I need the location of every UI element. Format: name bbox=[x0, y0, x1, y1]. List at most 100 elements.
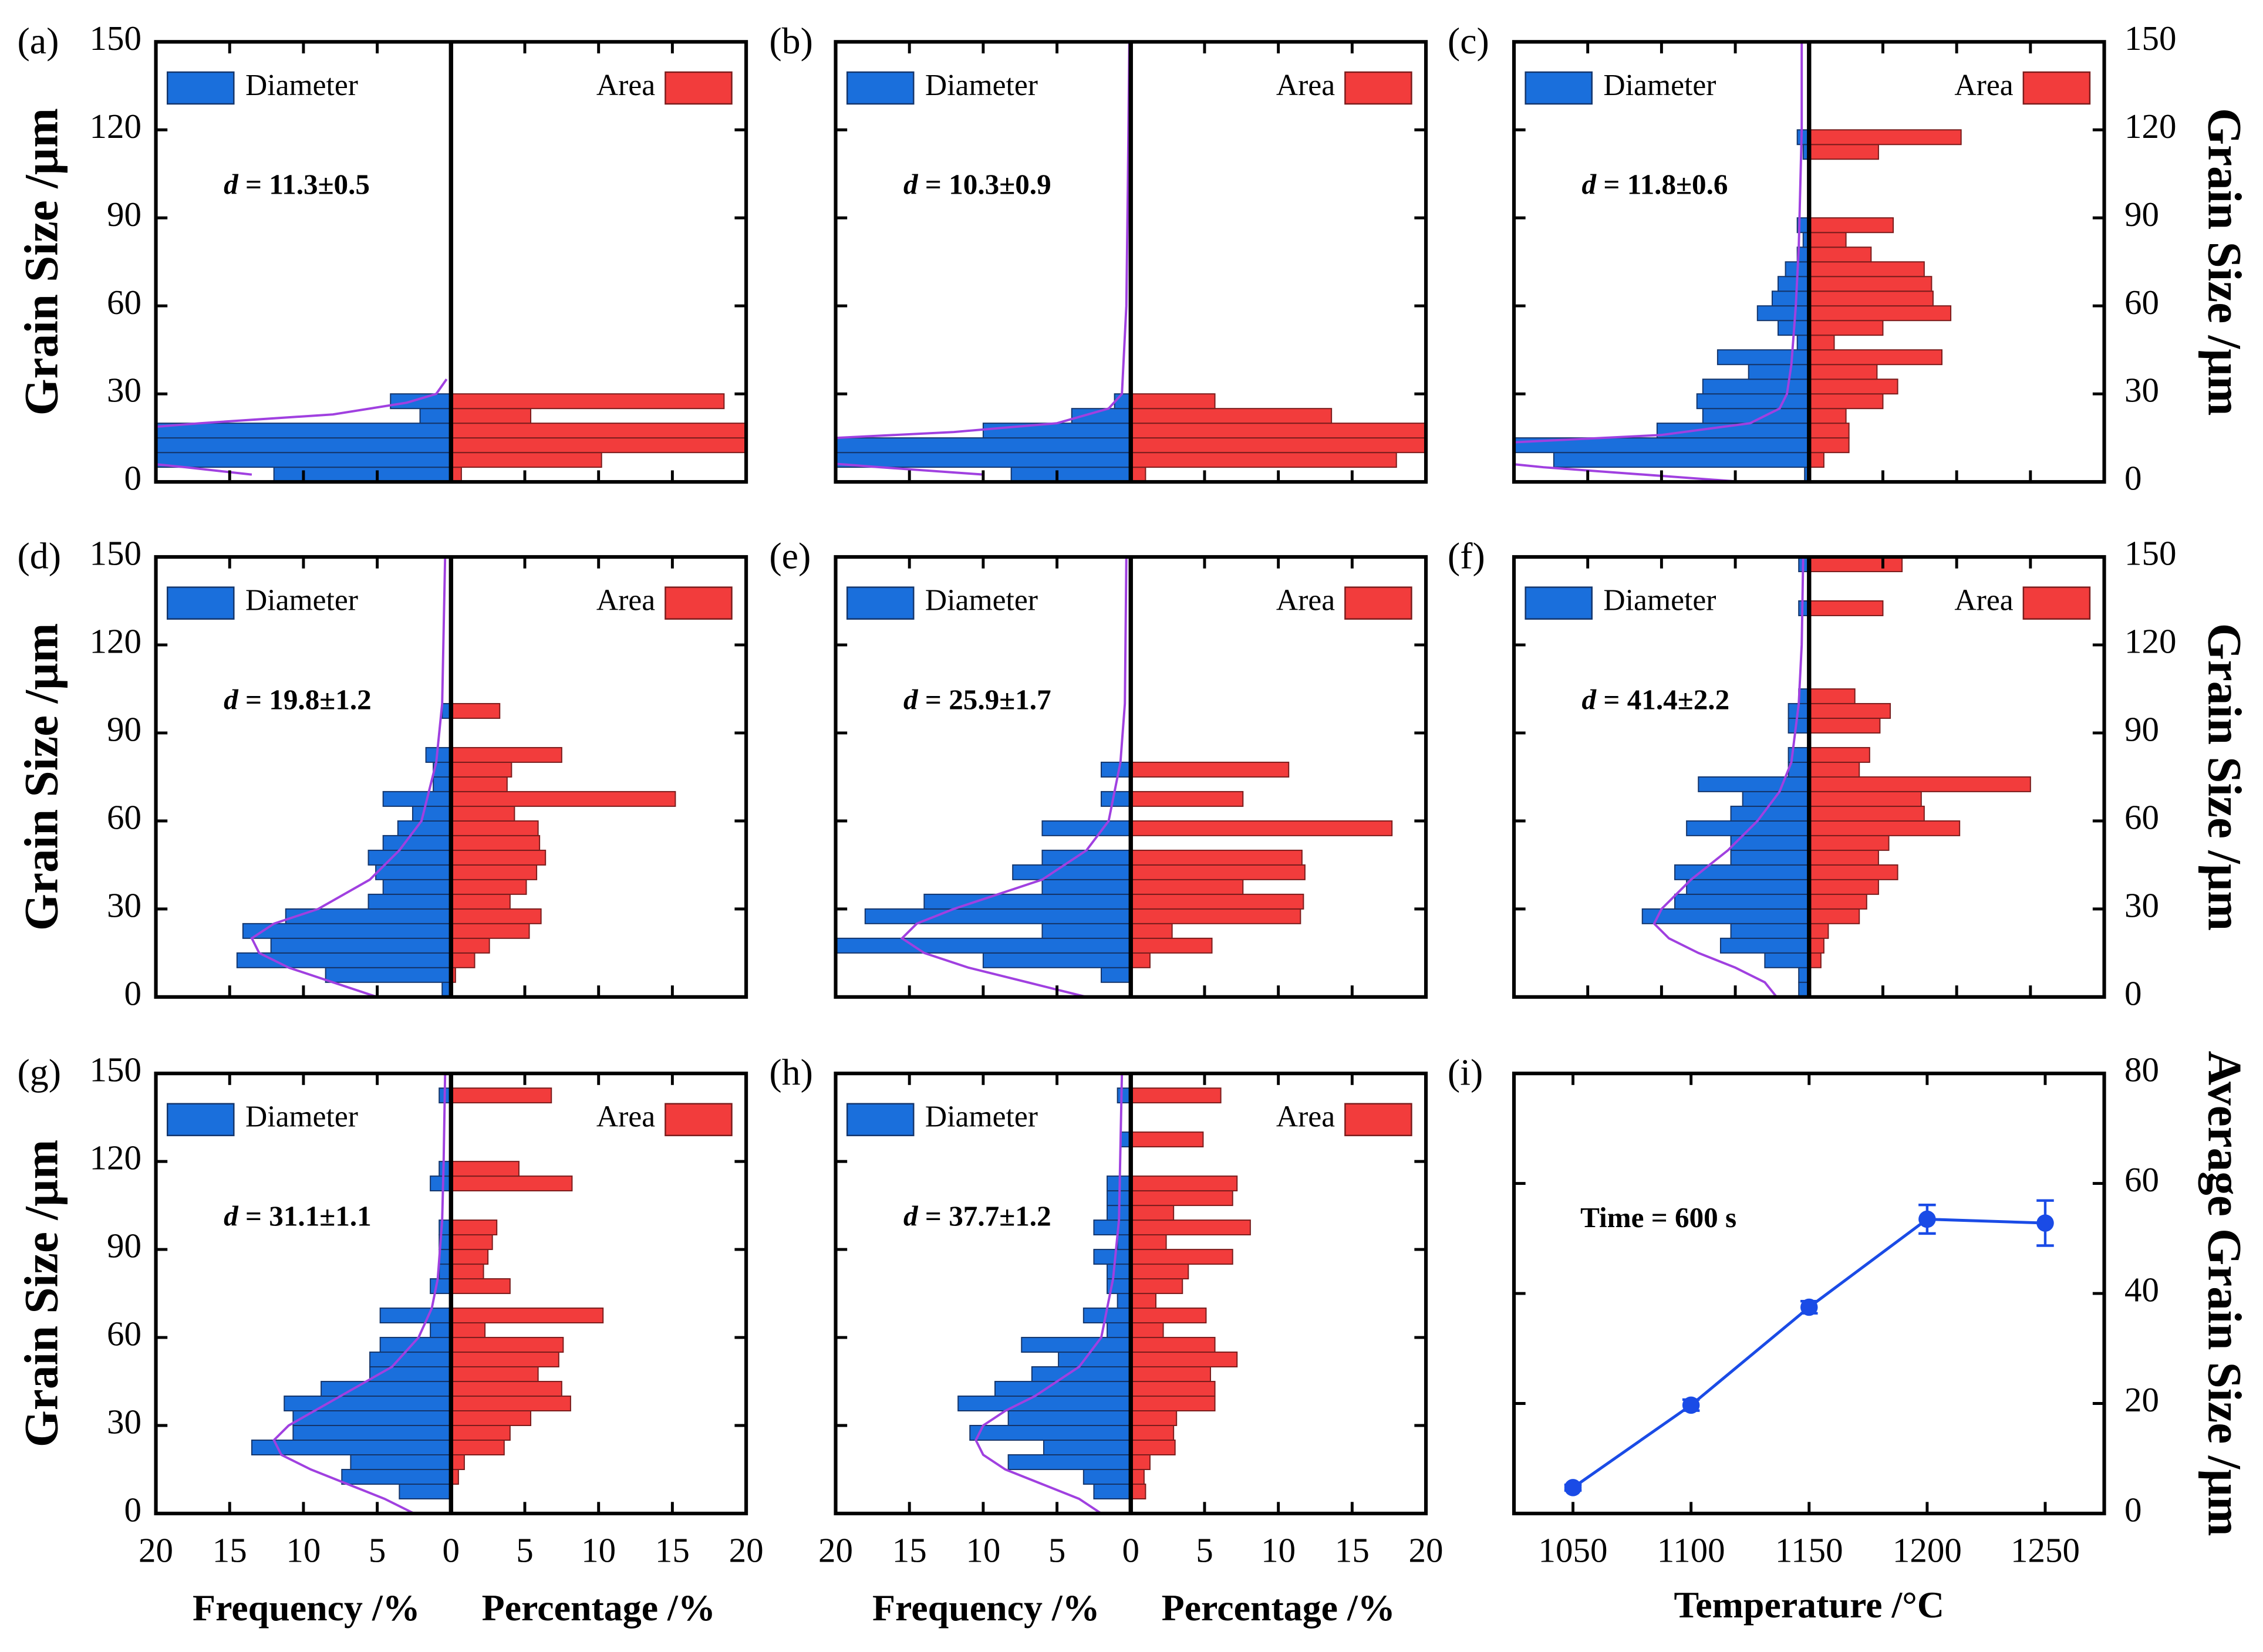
bar bbox=[1041, 879, 1132, 895]
bar bbox=[450, 437, 747, 454]
bar bbox=[1130, 1410, 1178, 1426]
bar bbox=[450, 849, 547, 866]
legend-swatch bbox=[1344, 586, 1412, 620]
bar bbox=[1130, 864, 1306, 880]
y-tick-label: 80 bbox=[2124, 1050, 2159, 1089]
bar bbox=[1808, 437, 1850, 454]
x-tick-label: 1100 bbox=[1657, 1531, 1725, 1569]
bar bbox=[1808, 335, 1835, 351]
bar bbox=[1808, 702, 1891, 719]
y-axis-label: Grain Size /µm bbox=[2198, 108, 2251, 415]
bar bbox=[1130, 1175, 1238, 1192]
bar bbox=[1043, 1440, 1132, 1455]
x-tick-label: 5 bbox=[516, 1531, 534, 1569]
bar bbox=[1730, 849, 1810, 866]
bar bbox=[1130, 1381, 1216, 1397]
y-axis-label: Grain Size /µm bbox=[15, 1140, 68, 1447]
x-tick-label: 10 bbox=[581, 1531, 616, 1569]
bar bbox=[419, 408, 452, 424]
bar bbox=[1041, 923, 1132, 939]
x-tick-label: 20 bbox=[1409, 1531, 1444, 1569]
bar bbox=[367, 849, 452, 866]
legend-label: Area bbox=[596, 584, 655, 617]
bar bbox=[450, 393, 725, 410]
bar bbox=[1808, 761, 1860, 778]
bar bbox=[242, 923, 452, 939]
bar bbox=[1808, 820, 1961, 836]
bar bbox=[1031, 1366, 1132, 1383]
bar bbox=[1808, 805, 1925, 822]
bar bbox=[1674, 893, 1810, 910]
bar bbox=[923, 893, 1132, 910]
y-tick-label: 0 bbox=[2124, 974, 2142, 1012]
bar bbox=[390, 393, 452, 410]
legend-label: Diameter bbox=[1603, 69, 1716, 102]
bar bbox=[1808, 923, 1829, 939]
legend-swatch bbox=[665, 586, 733, 620]
legend-label: Area bbox=[1276, 584, 1335, 617]
plot-frame bbox=[1512, 1072, 2106, 1516]
annotation: d = 11.3±0.5 bbox=[224, 168, 370, 201]
bar bbox=[1808, 246, 1872, 263]
bar bbox=[369, 1366, 452, 1383]
legend-swatch bbox=[1344, 1103, 1412, 1137]
y-tick-label: 120 bbox=[89, 1139, 141, 1177]
bar bbox=[450, 746, 562, 763]
bar bbox=[1130, 1234, 1167, 1251]
bar bbox=[1130, 1337, 1216, 1353]
bar bbox=[450, 952, 475, 968]
bar bbox=[1730, 835, 1810, 851]
bar bbox=[450, 1219, 498, 1236]
legend-swatch bbox=[1525, 586, 1593, 620]
legend-label: Area bbox=[1276, 1100, 1335, 1134]
bar bbox=[1771, 290, 1810, 307]
legend-swatch bbox=[2022, 71, 2091, 105]
point bbox=[2036, 1214, 2054, 1232]
annotation: d = 31.1±1.1 bbox=[224, 1200, 372, 1232]
y-tick-label: 30 bbox=[2124, 886, 2159, 924]
bar bbox=[982, 423, 1132, 439]
annotation: d = 11.8±0.6 bbox=[1582, 168, 1728, 201]
bar bbox=[156, 437, 452, 454]
bar bbox=[1114, 393, 1132, 410]
line bbox=[1572, 1218, 2046, 1489]
bar bbox=[321, 1381, 452, 1397]
y-tick-label: 30 bbox=[107, 1403, 141, 1441]
legend-swatch bbox=[1344, 71, 1412, 105]
bar bbox=[1007, 1454, 1132, 1470]
bar bbox=[1808, 408, 1847, 424]
x-tick-label: 20 bbox=[729, 1531, 764, 1569]
legend-label: Diameter bbox=[245, 69, 358, 102]
bar bbox=[1130, 1190, 1233, 1207]
panel-label: (f) bbox=[1448, 535, 1485, 577]
bar bbox=[1808, 217, 1894, 234]
bar bbox=[1808, 879, 1879, 895]
bar bbox=[1101, 790, 1132, 807]
y-tick-label: 90 bbox=[2124, 710, 2159, 748]
y-tick-label: 60 bbox=[2124, 798, 2159, 836]
bar bbox=[1130, 1425, 1175, 1441]
bar bbox=[397, 820, 452, 836]
bar bbox=[1742, 790, 1810, 807]
fit-curve bbox=[974, 1073, 1124, 1514]
bar bbox=[1130, 1322, 1164, 1339]
bar bbox=[982, 952, 1132, 968]
y-tick-label: 90 bbox=[107, 1227, 141, 1265]
bar bbox=[350, 1454, 452, 1470]
y-tick-label: 60 bbox=[107, 283, 141, 322]
bar bbox=[450, 805, 515, 822]
legend-label: Area bbox=[596, 1100, 655, 1134]
y-tick-label: 60 bbox=[107, 798, 141, 836]
legend-swatch bbox=[166, 71, 235, 105]
y-axis-label: Grain Size /µm bbox=[2198, 623, 2251, 931]
legend-label: Diameter bbox=[245, 1100, 358, 1134]
bar bbox=[1107, 1264, 1132, 1280]
y-tick-label: 30 bbox=[107, 371, 141, 410]
fit-curve bbox=[156, 379, 448, 476]
annotation: d = 25.9±1.7 bbox=[903, 684, 1051, 716]
bar bbox=[450, 1175, 573, 1192]
bar bbox=[1093, 1484, 1132, 1499]
y-tick-label: 40 bbox=[2124, 1271, 2159, 1309]
bar bbox=[835, 937, 1132, 954]
bar bbox=[1808, 746, 1870, 763]
